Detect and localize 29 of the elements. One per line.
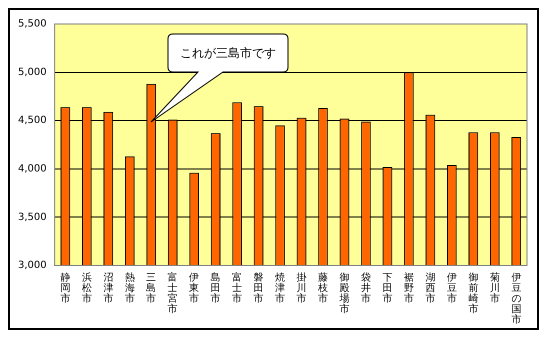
- x-tick-label: 焼津市: [275, 271, 286, 304]
- x-tick-label: 伊豆市: [446, 272, 457, 304]
- x-tick-label: 湖西市: [425, 271, 436, 304]
- y-tick-label: 5,500: [18, 18, 47, 30]
- x-tick-label: 浜松市: [82, 271, 92, 304]
- x-tick-label: 藤枝市: [317, 271, 328, 304]
- x-tick-label: 掛川市: [296, 271, 307, 304]
- x-tick-label: 富士宮市: [168, 271, 178, 315]
- x-tick-label: 沼津市: [103, 271, 114, 304]
- x-tick-label: 裾野市: [404, 271, 414, 304]
- y-tick-label: 3,500: [18, 212, 47, 223]
- annotation: これが三島市です: [180, 46, 276, 60]
- x-tick-label: 下田市: [382, 272, 392, 304]
- x-tick-label: 磐田市: [254, 271, 264, 304]
- x-tick-label: 御前崎市: [468, 272, 478, 315]
- y-tick-label: 4,000: [18, 163, 47, 174]
- x-tick-label: 静岡市: [60, 271, 70, 304]
- y-tick-label: 5,000: [18, 66, 47, 78]
- x-tick-label: 伊東市: [189, 272, 200, 304]
- x-tick-label: 三島市: [146, 272, 156, 304]
- x-tick-label: 熱海市: [124, 271, 135, 304]
- x-tick-label: 御殿場市: [338, 272, 350, 315]
- y-tick-label: 4,500: [18, 115, 47, 126]
- x-tick-label: 島田市: [210, 271, 221, 304]
- x-tick-label: 富士市: [232, 271, 242, 304]
- y-tick-label: 3,000: [18, 260, 47, 272]
- x-tick-label: 菊川市: [490, 271, 500, 304]
- x-tick-label: 伊豆の国市: [511, 272, 522, 326]
- x-tick-label: 袋井市: [360, 271, 371, 304]
